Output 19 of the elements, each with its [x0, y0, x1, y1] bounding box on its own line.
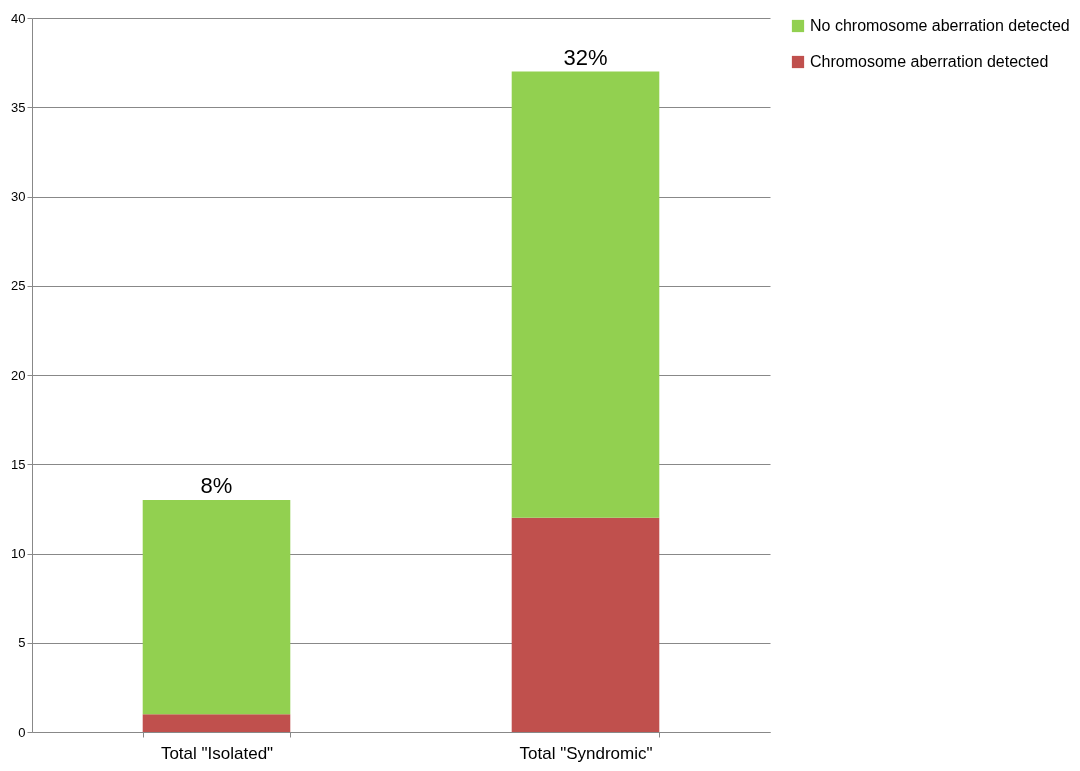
legend-label: No chromosome aberration detected: [810, 17, 1070, 34]
x-tick-label: Total "Syndromic": [519, 743, 653, 763]
bar: [511, 71, 660, 518]
y-tick-label: 10: [11, 546, 26, 561]
y-tick-label: 20: [11, 367, 26, 383]
y-tick-label: 5: [18, 635, 26, 651]
y-tick-label: 15: [11, 456, 26, 472]
x-tick-label: Total "Isolated": [160, 743, 274, 763]
bar: [142, 714, 291, 732]
y-tick-label: 0: [18, 724, 26, 740]
annotation: 8%: [200, 472, 233, 498]
bar: [142, 499, 291, 715]
y-tick-label: 30: [11, 189, 26, 204]
y-tick-label: 25: [11, 278, 26, 294]
y-tick-label: 35: [11, 99, 26, 115]
y-tick-label: 40: [11, 10, 26, 26]
bar: [511, 517, 660, 732]
annotation: 32%: [563, 44, 608, 70]
legend-label: Chromosome aberration detected: [810, 53, 1049, 70]
